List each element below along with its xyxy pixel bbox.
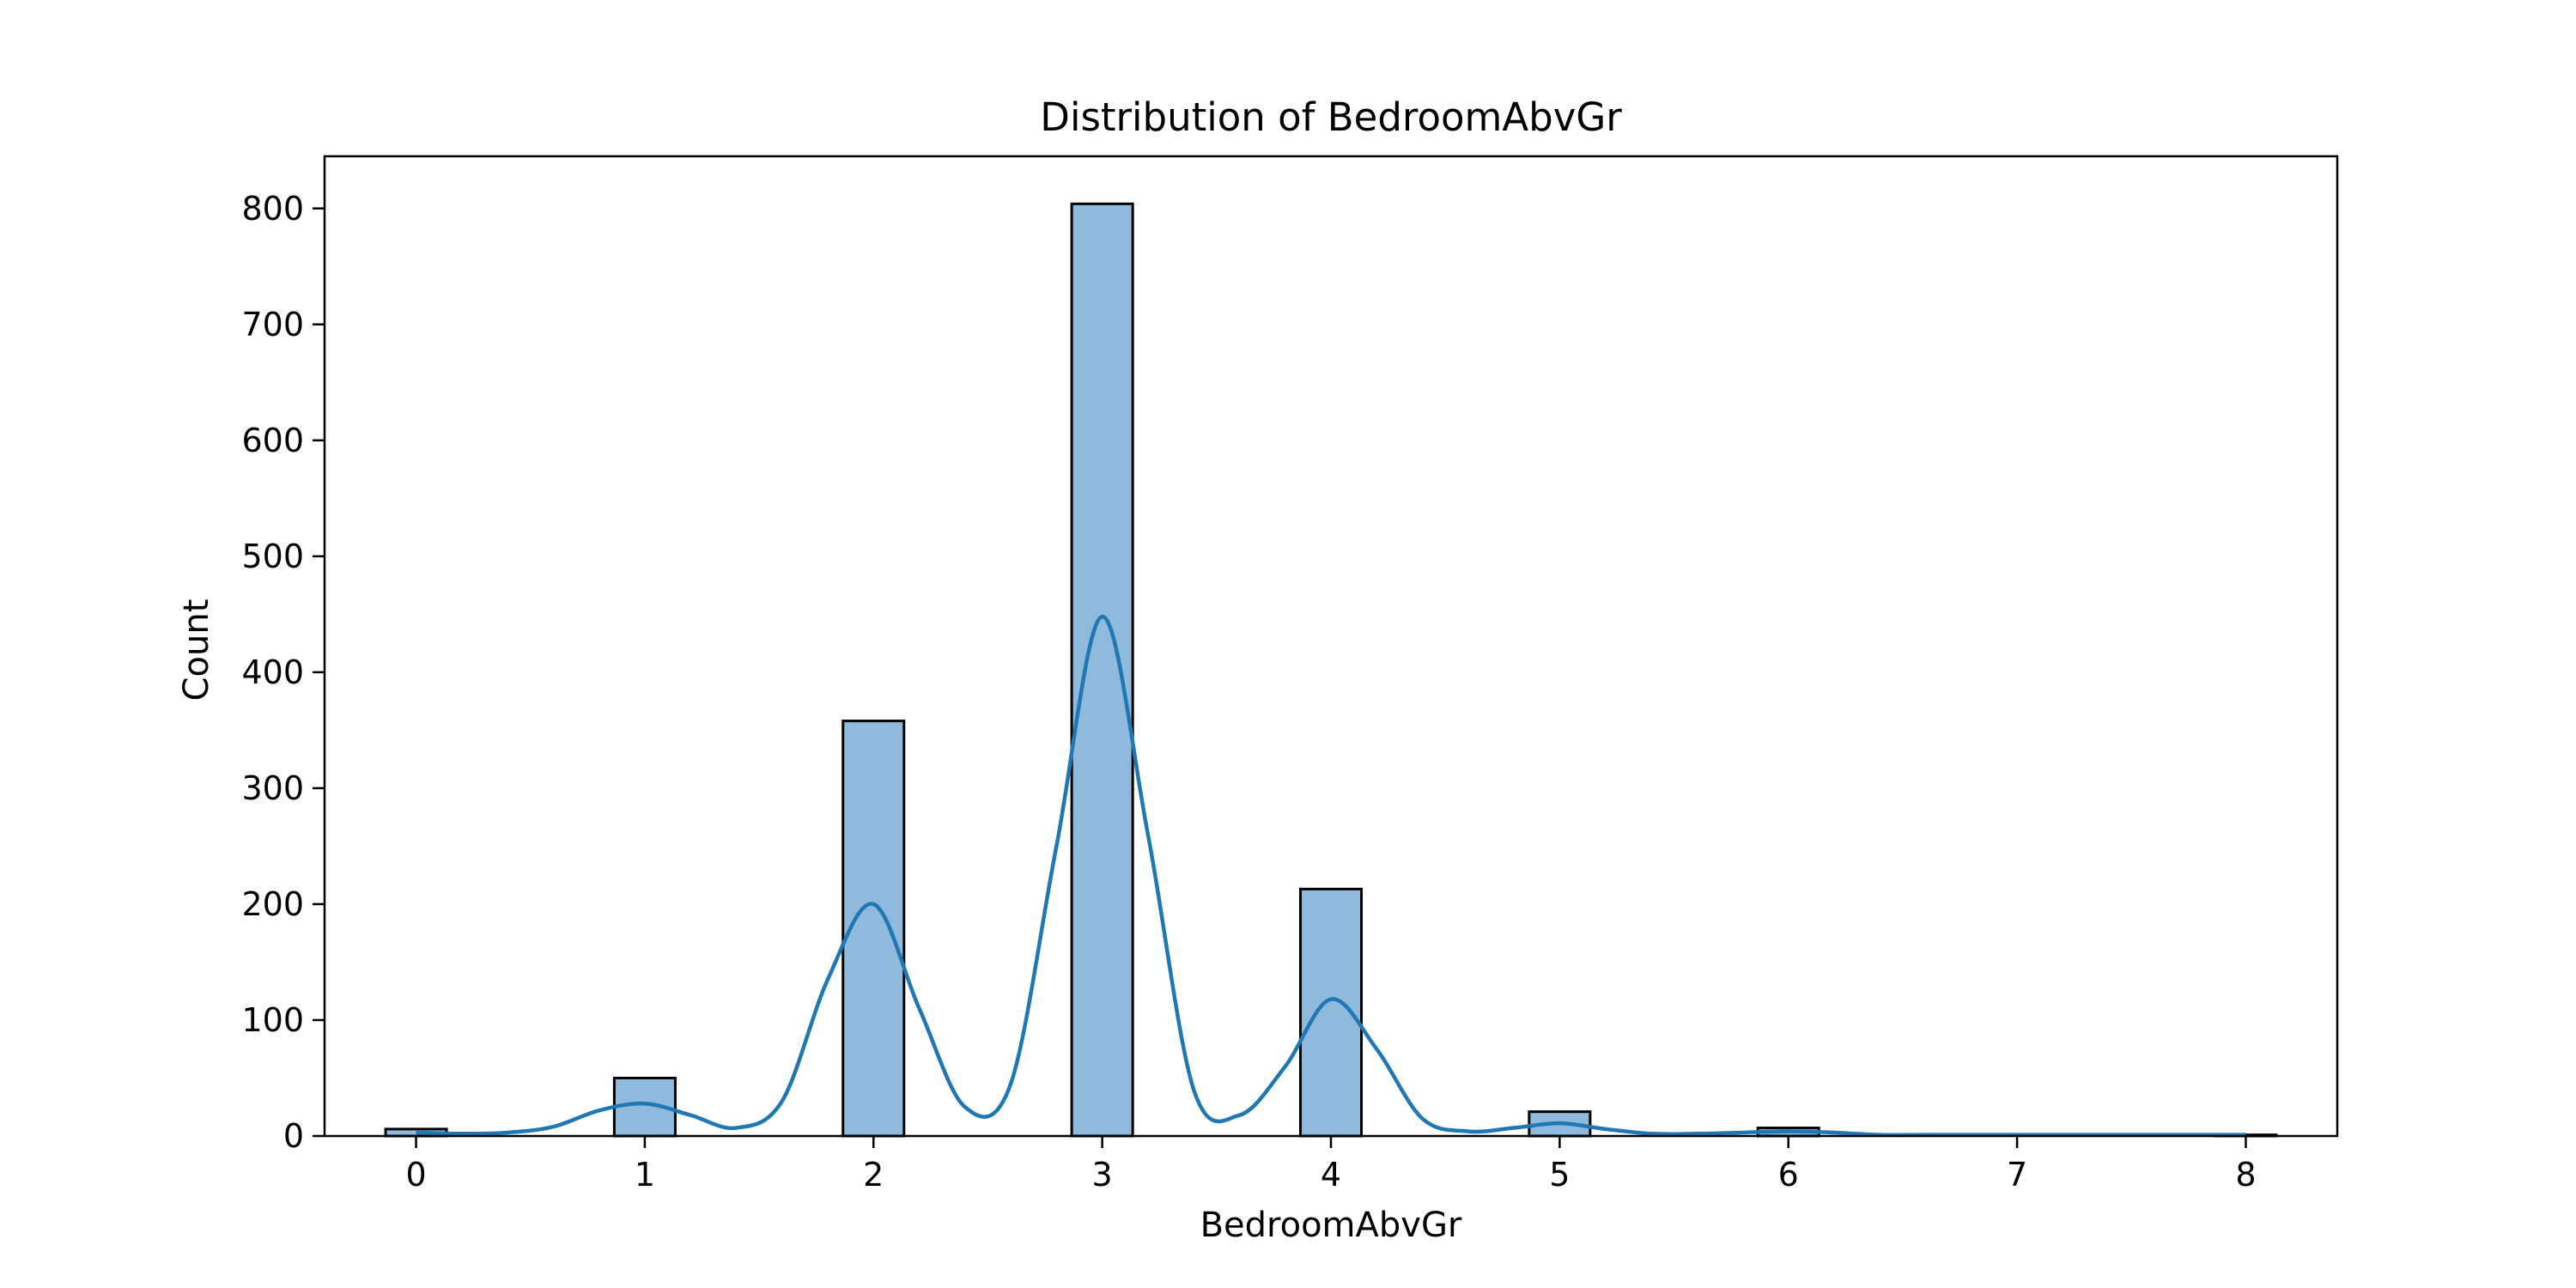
x-tick-label: 3 [1092,1156,1113,1194]
bars-group [384,202,2278,1138]
x-tick-label: 4 [1321,1156,1341,1194]
y-tick-label: 0 [283,1117,304,1155]
x-tick-label: 1 [635,1156,655,1194]
x-tick-label: 7 [2007,1156,2027,1194]
x-axis-ticks: 0 1 2 3 4 5 6 7 8 [405,1136,2257,1194]
y-axis-ticks: 0 100 200 300 400 500 600 700 800 [241,190,325,1155]
y-tick-label: 100 [241,1001,304,1039]
y-tick-label: 400 [241,653,304,691]
y-tick-label: 600 [241,422,304,459]
y-tick-label: 200 [241,885,304,923]
kde-line [416,614,2246,1138]
y-tick-label: 300 [241,769,304,807]
y-tick-label: 800 [241,190,304,228]
x-tick-label: 6 [1778,1156,1799,1194]
x-tick-label: 8 [2235,1156,2256,1194]
y-axis-label: Count [177,599,216,702]
x-tick-label: 2 [863,1156,884,1194]
y-tick-label: 700 [241,306,304,343]
chart-title: Distribution of BedroomAbvGr [1040,94,1622,140]
x-tick-label: 0 [405,1156,426,1194]
x-axis-label: BedroomAbvGr [1200,1206,1462,1245]
x-tick-label: 5 [1549,1156,1570,1194]
y-tick-label: 500 [241,538,304,575]
histogram-bar [1070,202,1134,1138]
